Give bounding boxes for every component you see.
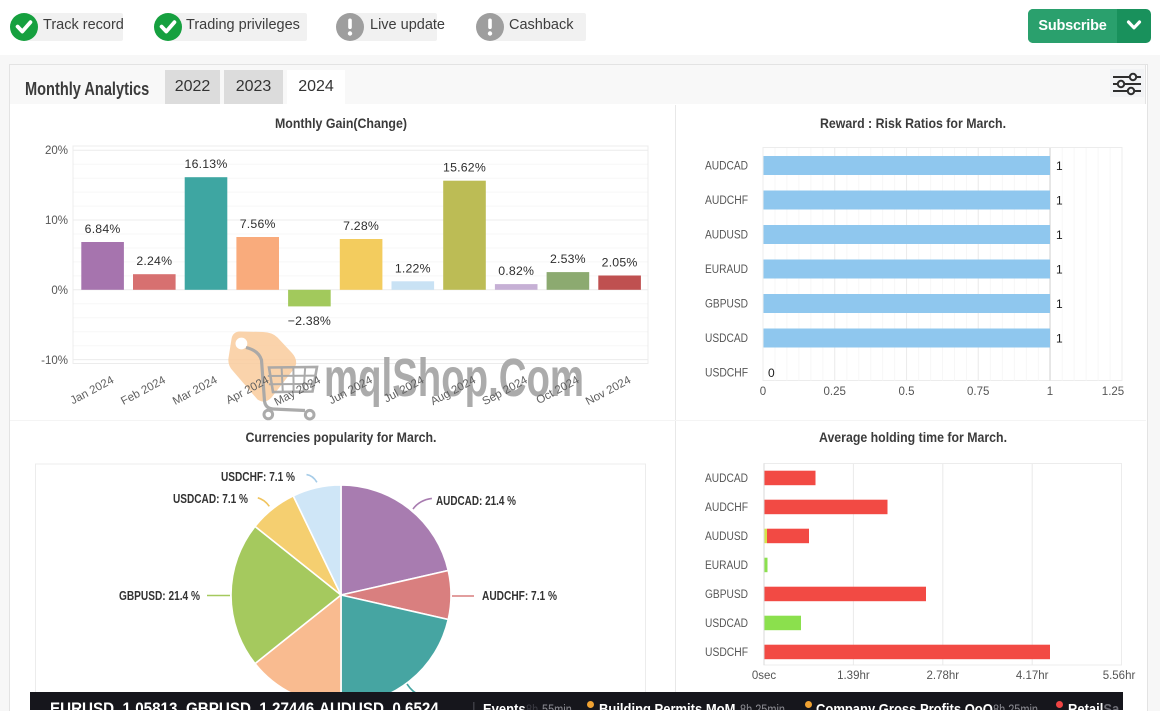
- svg-text:1.22%: 1.22%: [395, 261, 431, 275]
- svg-text:GBPUSD: 21.4 %: GBPUSD: 21.4 %: [119, 589, 200, 603]
- svg-text:Feb 2024: Feb 2024: [119, 374, 168, 408]
- svg-text:1.39hr: 1.39hr: [837, 670, 870, 682]
- svg-text:0sec: 0sec: [752, 670, 777, 682]
- svg-text:1.25: 1.25: [1102, 386, 1124, 398]
- svg-text:4.17hr: 4.17hr: [1016, 670, 1049, 682]
- svg-text:1: 1: [1047, 386, 1053, 398]
- svg-text:USDCAD: 7.1 %: USDCAD: 7.1 %: [173, 492, 248, 506]
- svg-text:Currencies popularity for Marc: Currencies popularity for March.: [246, 429, 437, 445]
- svg-text:AUDCHF: AUDCHF: [705, 502, 748, 514]
- svg-text:1: 1: [1056, 263, 1063, 277]
- svg-text:1: 1: [1056, 297, 1063, 311]
- svg-text:AUDCAD: 21.4 %: AUDCAD: 21.4 %: [436, 494, 516, 508]
- svg-text:0%: 0%: [51, 285, 68, 297]
- svg-text:0.75: 0.75: [967, 386, 989, 398]
- svg-text:7.56%: 7.56%: [240, 217, 276, 231]
- svg-text:USDCAD: USDCAD: [705, 618, 748, 630]
- svg-text:Jan 2024: Jan 2024: [69, 374, 117, 407]
- svg-text:6.84%: 6.84%: [85, 222, 121, 236]
- svg-text:20%: 20%: [45, 145, 68, 157]
- svg-text:EURAUD: EURAUD: [705, 560, 748, 572]
- svg-text:AUDUSD: AUDUSD: [705, 531, 748, 543]
- svg-text:0.5: 0.5: [899, 386, 915, 398]
- svg-text:-10%: -10%: [41, 355, 68, 367]
- svg-text:1: 1: [1056, 159, 1063, 173]
- svg-text:AUDCHF: 7.1 %: AUDCHF: 7.1 %: [482, 589, 557, 603]
- svg-text:Mar 2024: Mar 2024: [171, 374, 220, 408]
- svg-text:10%: 10%: [45, 215, 68, 227]
- svg-text:5.56hr: 5.56hr: [1103, 670, 1136, 682]
- svg-text:−2.38%: −2.38%: [288, 314, 331, 328]
- svg-text:USDCHF: USDCHF: [705, 647, 748, 659]
- svg-text:AUDCAD: AUDCAD: [705, 161, 748, 173]
- svg-text:Nov 2024: Nov 2024: [584, 374, 634, 408]
- svg-text:Average holding time for March: Average holding time for March.: [819, 429, 1007, 445]
- svg-text:2.24%: 2.24%: [136, 254, 172, 268]
- svg-text:15.62%: 15.62%: [443, 161, 486, 175]
- svg-text:USDCHF: 7.1 %: USDCHF: 7.1 %: [221, 470, 295, 484]
- svg-text:AUDCAD: AUDCAD: [705, 473, 748, 485]
- svg-text:Monthly Gain(Change): Monthly Gain(Change): [275, 115, 407, 131]
- svg-text:AUDCHF: AUDCHF: [705, 195, 748, 207]
- svg-text:2.53%: 2.53%: [550, 252, 586, 266]
- svg-text:1: 1: [1056, 228, 1063, 242]
- svg-text:0: 0: [760, 386, 766, 398]
- svg-text:16.13%: 16.13%: [185, 157, 228, 171]
- svg-text:0.82%: 0.82%: [498, 264, 534, 278]
- svg-text:7.28%: 7.28%: [343, 219, 379, 233]
- svg-text:0.25: 0.25: [824, 386, 846, 398]
- svg-text:AUDUSD: AUDUSD: [705, 230, 748, 242]
- svg-text:USDCAD: USDCAD: [705, 333, 748, 345]
- svg-text:EURAUD: EURAUD: [705, 264, 748, 276]
- svg-text:GBPUSD: GBPUSD: [705, 589, 748, 601]
- svg-text:2.78hr: 2.78hr: [926, 670, 959, 682]
- svg-text:0: 0: [768, 366, 775, 380]
- svg-text:2.05%: 2.05%: [602, 256, 638, 270]
- svg-text:1: 1: [1056, 332, 1063, 346]
- svg-text:Reward : Risk Ratios for March: Reward : Risk Ratios for March.: [820, 115, 1006, 131]
- svg-text:GBPUSD: GBPUSD: [705, 299, 748, 311]
- svg-text:USDCHF: USDCHF: [705, 368, 748, 380]
- svg-text:1: 1: [1056, 194, 1063, 208]
